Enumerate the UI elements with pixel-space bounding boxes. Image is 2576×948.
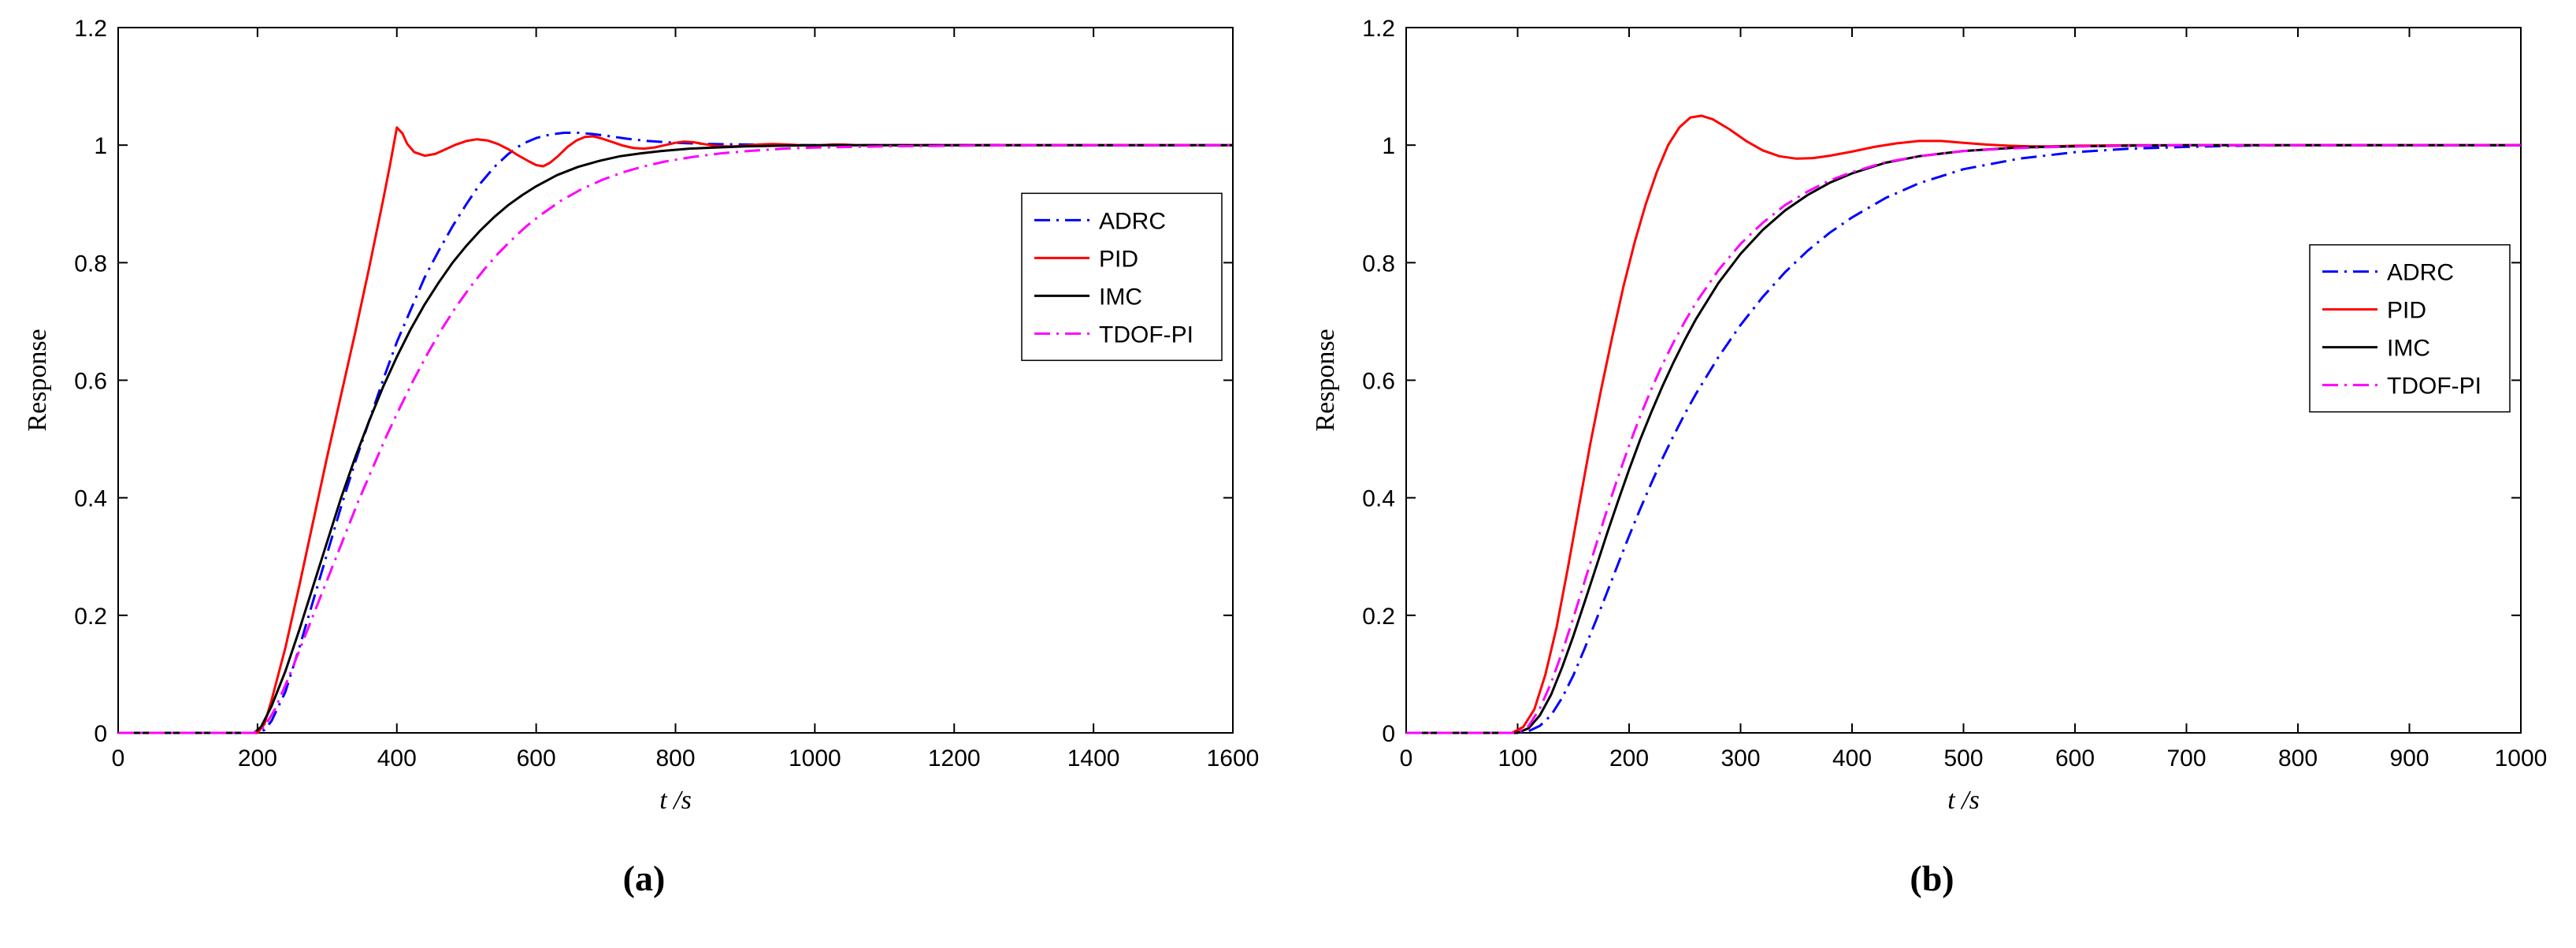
legend-label: TDOF-PI (2387, 374, 2481, 400)
x-tick-label: 1000 (2495, 745, 2548, 771)
x-tick-label: 900 (2389, 745, 2429, 771)
legend-label: ADRC (2387, 260, 2454, 286)
series-TDOF-PI (1406, 143, 2521, 734)
y-tick-label: 0 (94, 721, 107, 747)
x-tick-label: 600 (517, 745, 556, 771)
series-ADRC (1406, 143, 2521, 734)
x-tick-label: 500 (1943, 745, 1983, 771)
legend-label: TDOF-PI (1099, 322, 1193, 348)
y-tick-label: 0.2 (1362, 604, 1395, 630)
legend-label: PID (2387, 298, 2426, 324)
series-PID (118, 126, 1233, 734)
x-tick-label: 700 (2166, 745, 2206, 771)
legend-label: ADRC (1099, 208, 1166, 234)
caption-a: (a) (622, 858, 666, 898)
x-tick-label: 600 (2055, 745, 2095, 771)
x-tick-label: 400 (1832, 745, 1872, 771)
x-tick-label: 0 (1400, 745, 1413, 771)
x-tick-label: 800 (655, 745, 695, 771)
x-tick-label: 1200 (928, 745, 981, 771)
axes: 0 100 200 300 400 500 600 700 800 900 1000 0 0.2 0.4 0… (1311, 16, 2547, 815)
y-axis-label: Response (23, 329, 52, 431)
x-tick-label: 400 (377, 745, 417, 771)
axes: 0 200 400 600 800 1000 1200 1400 1600 0 0.2 0.4 0.6 0… (23, 16, 1259, 815)
caption-b: (b) (1910, 858, 1954, 898)
chart-b: 0 100 200 300 400 500 600 700 800 900 1000 0 0.2 0.4 0… (1311, 16, 2547, 815)
x-tick-label: 1600 (1207, 745, 1260, 771)
chart-a: 0 200 400 600 800 1000 1200 1400 1600 0 0.2 0.4 0.6 0… (23, 16, 1259, 815)
series-ADRC (118, 132, 1233, 734)
x-tick-label: 0 (112, 745, 125, 771)
y-tick-label: 1 (1382, 133, 1395, 159)
y-tick-label: 1.2 (1362, 16, 1395, 42)
y-tick-label: 0 (1382, 721, 1395, 747)
chart-panel-b: 0 100 200 300 400 500 600 700 800 900 1000 0 0.2 0.4 0… (1288, 0, 2576, 948)
y-tick-label: 0.2 (74, 604, 107, 630)
y-tick-label: 1.2 (74, 16, 107, 42)
x-tick-label: 100 (1498, 745, 1537, 771)
y-tick-label: 0.6 (1362, 369, 1395, 395)
y-tick-label: 0.8 (1362, 251, 1395, 277)
legend-label: IMC (2387, 336, 2430, 362)
chart-panel-a: 0 200 400 600 800 1000 1200 1400 1600 0 0.2 0.4 0.6 0… (23, 16, 1259, 898)
y-tick-label: 0.4 (1362, 486, 1395, 512)
y-axis-label: Response (1311, 329, 1340, 431)
x-tick-label: 800 (2278, 745, 2318, 771)
legend-label: IMC (1099, 284, 1142, 310)
x-tick-label: 1400 (1067, 745, 1120, 771)
x-tick-label: 1000 (789, 745, 841, 771)
y-tick-label: 0.4 (74, 486, 107, 512)
legend: ADRC PID IMC TDOF-PI (2309, 244, 2511, 413)
x-tick-label: 300 (1720, 745, 1760, 771)
legend-label: PID (1099, 246, 1138, 272)
x-axis-label: t /s (659, 786, 692, 815)
x-axis-label: t /s (1947, 786, 1980, 815)
legend: ADRC PID IMC TDOF-PI (1021, 192, 1223, 362)
y-tick-label: 1 (94, 133, 107, 159)
series-IMC (118, 143, 1233, 734)
y-tick-label: 0.8 (74, 251, 107, 277)
series-TDOF-PI (118, 143, 1233, 734)
y-tick-label: 0.6 (74, 369, 107, 395)
x-tick-label: 200 (238, 745, 277, 771)
x-tick-label: 200 (1609, 745, 1649, 771)
